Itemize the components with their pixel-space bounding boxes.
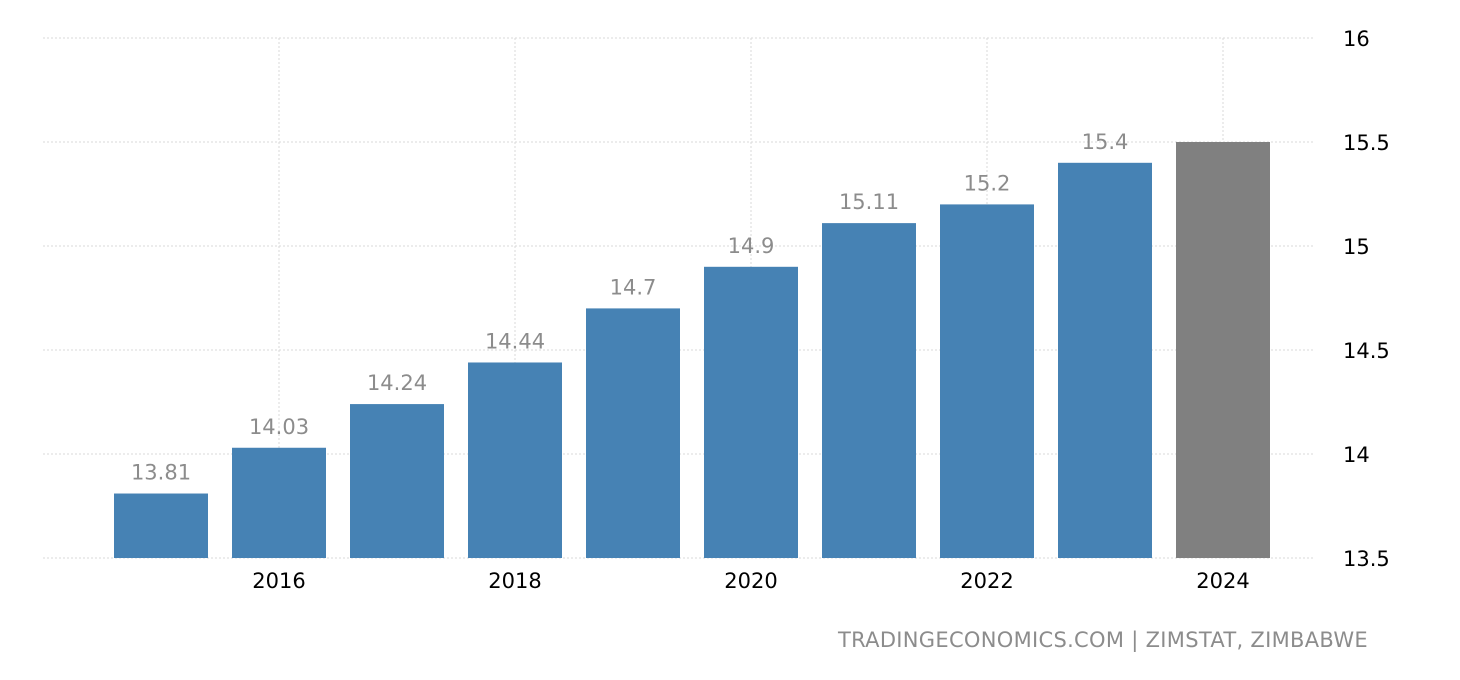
data-label-2018: 14.44 bbox=[485, 329, 545, 353]
bar-2017 bbox=[350, 404, 444, 558]
x-tick-label: 2024 bbox=[1196, 569, 1249, 593]
x-tick-label: 2022 bbox=[960, 569, 1013, 593]
bar-2020 bbox=[704, 266, 798, 558]
data-label-2023: 15.4 bbox=[1082, 130, 1129, 154]
data-label-2022: 15.2 bbox=[964, 171, 1011, 195]
bar-2022 bbox=[940, 204, 1034, 558]
y-tick-label: 14.5 bbox=[1343, 339, 1390, 363]
source-attribution: TRADINGECONOMICS.COM | ZIMSTAT, ZIMBABWE bbox=[838, 628, 1368, 652]
bars bbox=[114, 142, 1270, 559]
y-tick-label: 15 bbox=[1343, 235, 1370, 259]
x-tick-label: 2020 bbox=[724, 569, 777, 593]
data-label-2015: 13.81 bbox=[131, 461, 191, 485]
data-label-2017: 14.24 bbox=[367, 371, 427, 395]
data-label-2019: 14.7 bbox=[610, 275, 657, 299]
y-tick-label: 16 bbox=[1343, 27, 1370, 51]
x-tick-label: 2016 bbox=[252, 569, 305, 593]
x-axis-ticks: 2016 2018 2020 2022 2024 bbox=[252, 569, 1249, 593]
bar-2021 bbox=[822, 223, 916, 558]
data-label-2016: 14.03 bbox=[249, 415, 309, 439]
bar-2015 bbox=[114, 493, 208, 558]
x-tick-label: 2018 bbox=[488, 569, 541, 593]
bar-2018 bbox=[468, 362, 562, 558]
data-label-2021: 15.11 bbox=[839, 190, 899, 214]
y-axis-ticks: 13.5 14 14.5 15 15.5 16 bbox=[1343, 27, 1390, 571]
y-tick-label: 13.5 bbox=[1343, 547, 1390, 571]
bar-2024 bbox=[1176, 142, 1270, 558]
y-tick-label: 14 bbox=[1343, 443, 1370, 467]
bar-2016 bbox=[232, 447, 326, 558]
data-labels: 13.81 14.03 14.24 14.44 14.7 14.9 15.11 15.2 15.… bbox=[131, 130, 1128, 485]
bar-2019 bbox=[586, 308, 680, 558]
data-label-2020: 14.9 bbox=[728, 234, 775, 258]
bar-2023 bbox=[1058, 162, 1152, 559]
y-tick-label: 15.5 bbox=[1343, 131, 1390, 155]
